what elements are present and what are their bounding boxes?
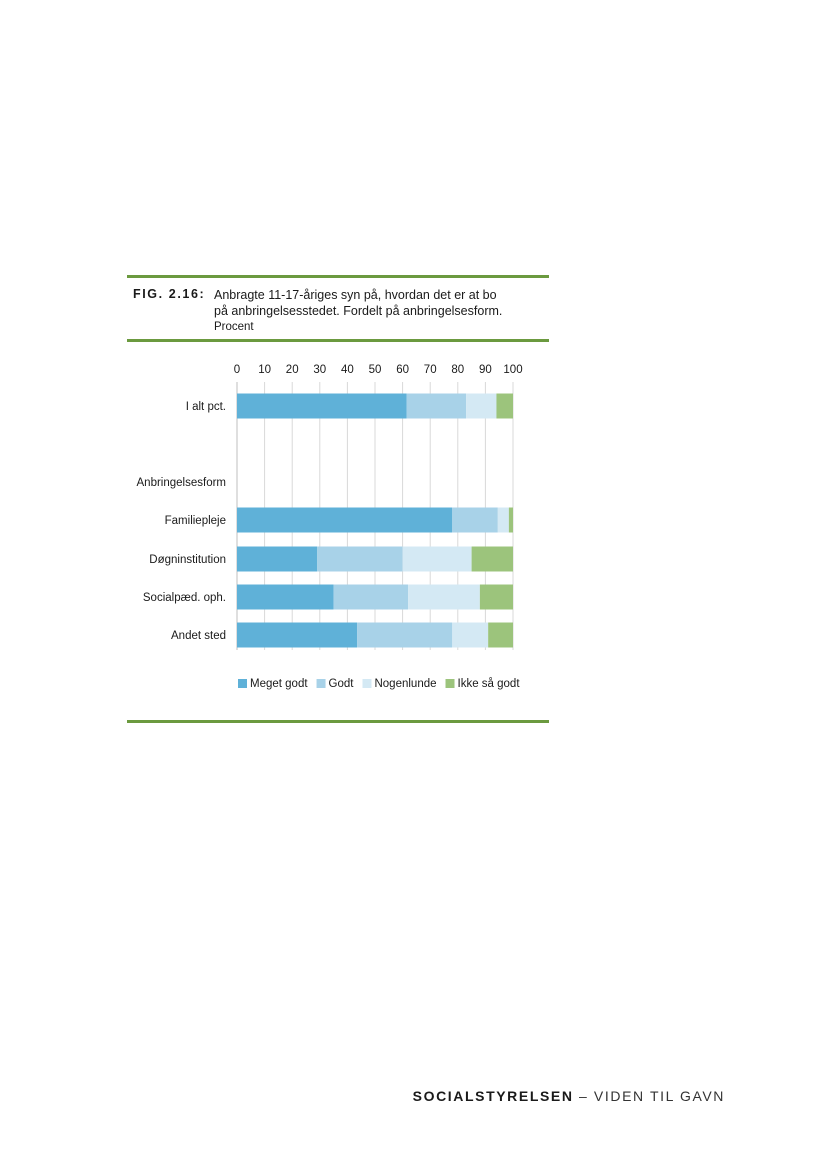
figure-subtitle: Procent bbox=[214, 321, 254, 333]
footer-tagline: – VIDEN TIL GAVN bbox=[573, 1088, 725, 1104]
legend-label: Nogenlunde bbox=[374, 678, 436, 690]
legend-label: Godt bbox=[329, 678, 355, 690]
category-label: Socialpæd. oph. bbox=[143, 592, 226, 604]
x-tick-label: 50 bbox=[369, 364, 382, 376]
figure-title-line-2: på anbringelsesstedet. Fordelt på anbrin… bbox=[214, 304, 503, 318]
bar-segment bbox=[237, 622, 358, 648]
figure-top-rule bbox=[127, 275, 549, 278]
bar-segment bbox=[466, 393, 497, 419]
x-tick-label: 40 bbox=[341, 364, 354, 376]
category-label: Døgninstitution bbox=[149, 554, 226, 566]
x-tick-label: 20 bbox=[286, 364, 299, 376]
figure-title: Anbragte 11-17-åriges syn på, hvordan de… bbox=[214, 287, 534, 335]
bar-segment bbox=[237, 546, 318, 572]
bar-segment bbox=[497, 507, 509, 533]
x-tick-label: 30 bbox=[313, 364, 326, 376]
bar-segment bbox=[471, 546, 513, 572]
bar-segment bbox=[406, 393, 467, 419]
category-label: I alt pct. bbox=[186, 401, 226, 413]
x-tick-label: 70 bbox=[424, 364, 437, 376]
footer: SOCIALSTYRELSEN – VIDEN TIL GAVN bbox=[413, 1088, 725, 1104]
bar-segment bbox=[408, 584, 480, 610]
bar-segment bbox=[488, 622, 513, 648]
bar-segment bbox=[237, 584, 334, 610]
bar-segment bbox=[333, 584, 409, 610]
x-tick-label: 60 bbox=[396, 364, 409, 376]
category-label: Andet sted bbox=[171, 630, 226, 642]
category-label: Familiepleje bbox=[165, 515, 226, 527]
bar-segment bbox=[237, 507, 453, 533]
figure-title-line-1: Anbragte 11-17-åriges syn på, hvordan de… bbox=[214, 288, 497, 302]
x-tick-label: 100 bbox=[503, 364, 522, 376]
x-tick-label: 10 bbox=[258, 364, 271, 376]
bar-segment bbox=[452, 507, 498, 533]
x-tick-label: 0 bbox=[234, 364, 240, 376]
category-label: Anbringelsesform bbox=[137, 477, 226, 489]
figure-bottom-rule bbox=[127, 720, 549, 723]
legend-swatch bbox=[445, 679, 455, 688]
bar-segment bbox=[452, 622, 489, 648]
bar-segment bbox=[479, 584, 513, 610]
x-tick-label: 90 bbox=[479, 364, 492, 376]
bar-segment bbox=[237, 393, 407, 419]
footer-brand: SOCIALSTYRELSEN bbox=[412, 1088, 574, 1104]
legend-label: Ikke så godt bbox=[458, 678, 521, 690]
legend-swatch bbox=[238, 679, 247, 688]
figure-label: FIG. 2.16: bbox=[133, 287, 206, 301]
bar-segment bbox=[508, 507, 513, 533]
bar-segment bbox=[402, 546, 472, 572]
legend-label: Meget godt bbox=[250, 678, 308, 690]
bar-segment bbox=[357, 622, 453, 648]
legend-swatch bbox=[316, 679, 326, 688]
bar-segment bbox=[496, 393, 513, 419]
figure-header-rule bbox=[127, 339, 549, 342]
x-tick-label: 80 bbox=[451, 364, 464, 376]
bar-segment bbox=[317, 546, 403, 572]
legend-swatch bbox=[362, 679, 372, 688]
